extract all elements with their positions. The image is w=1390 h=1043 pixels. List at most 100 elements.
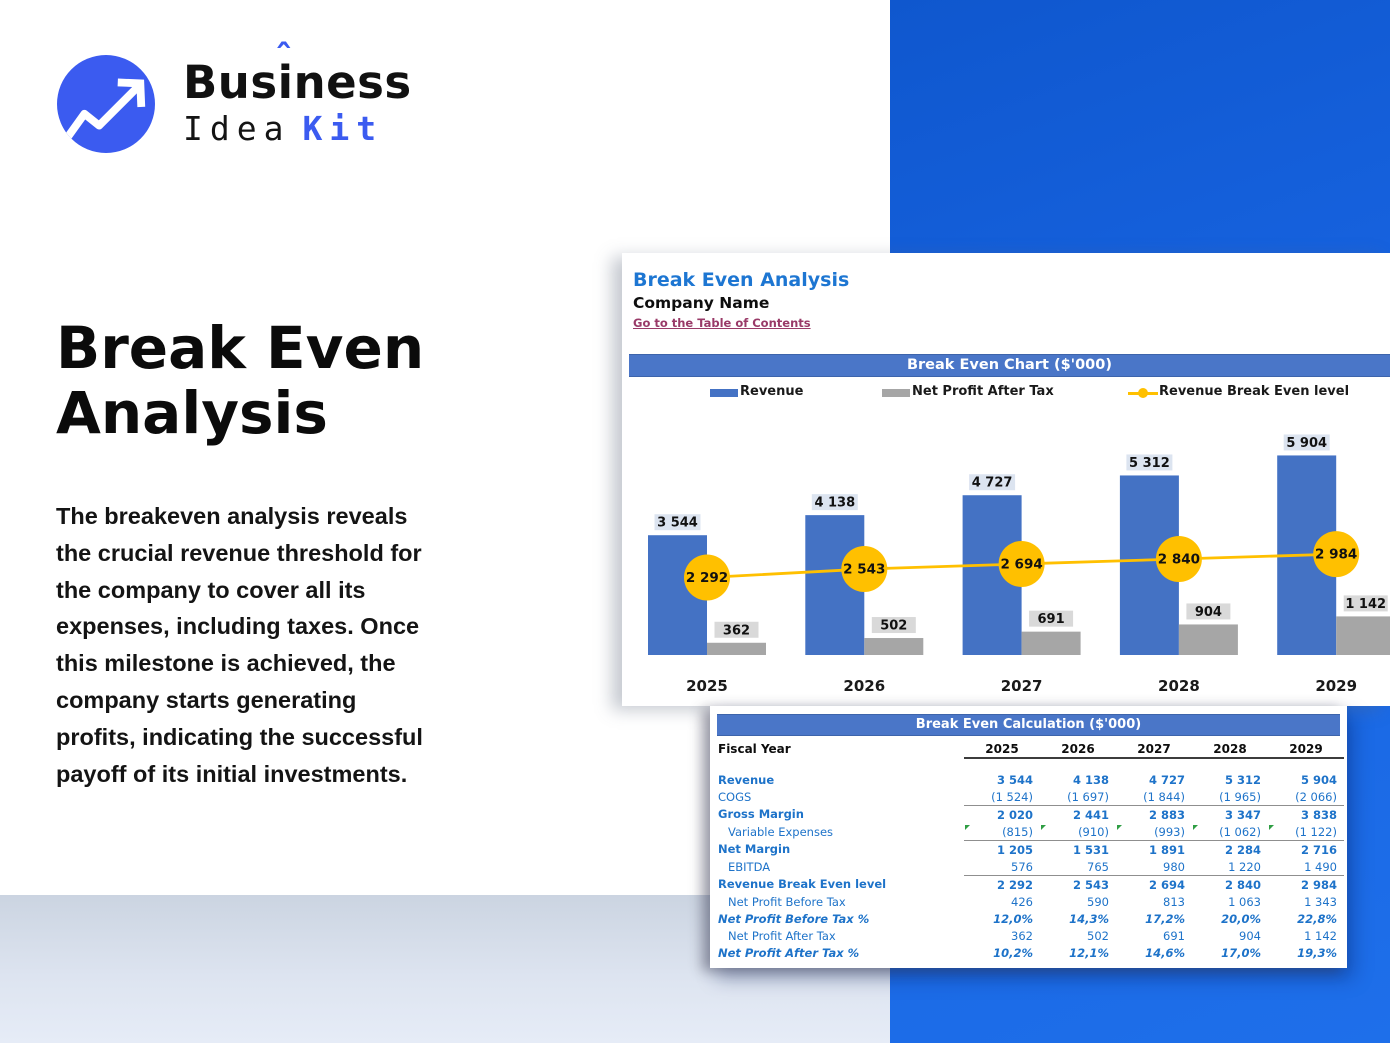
cell-value: 14,6% [1145, 945, 1185, 960]
cell-value: 2 883 [1148, 807, 1185, 822]
breakeven-point [1313, 531, 1360, 578]
cell-value: 22,8% [1297, 911, 1337, 926]
error-flag-icon [1193, 825, 1198, 830]
brand-logo: Bus ˆ iness Idea Kit [57, 39, 412, 153]
cell-value: 2 292 [996, 877, 1033, 892]
net-profit-bar [1336, 616, 1390, 655]
revenue-value-label: 4 138 [814, 496, 855, 511]
cell-value: (2 066) [1268, 788, 1344, 806]
legend-net-profit-swatch [882, 389, 910, 397]
table-row: Net Profit After Tax 362 502 691 904 1 142 [716, 927, 1344, 944]
cell-value: 5 312 [1224, 772, 1261, 787]
chart-legend: Revenue Net Profit After Tax Revenue Bre… [622, 383, 1390, 401]
row-label: COGS [718, 789, 752, 804]
sheet-title: Break Even Analysis [633, 269, 850, 291]
table-row: Net Profit After Tax % 10,2% 12,1% 14,6% 17,… [716, 944, 1344, 961]
year-label: 2028 [1158, 677, 1200, 695]
cell-value: 17,2% [1145, 911, 1185, 926]
legend-revenue-label: Revenue [740, 384, 804, 399]
cell-value: 765 [1040, 858, 1116, 876]
year-column-header: 2027 [1116, 740, 1192, 759]
legend-breakeven-label: Revenue Break Even level [1159, 384, 1350, 399]
legend-revenue-swatch [710, 389, 738, 397]
revenue-value-box [811, 494, 858, 511]
revenue-value-label: 5 904 [1286, 436, 1327, 451]
net-profit-bar [1178, 624, 1238, 655]
error-flag-icon [1269, 825, 1274, 830]
net-profit-value-label: 502 [880, 619, 907, 634]
cell-value: 2 543 [1072, 877, 1109, 892]
breakeven-point-label: 2 543 [843, 562, 885, 578]
cell-value: 5 904 [1300, 772, 1337, 787]
cell-value: 3 544 [996, 772, 1033, 787]
cell-value: 1 205 [996, 842, 1033, 857]
cell-value: (1 844) [1116, 788, 1192, 806]
year-column-header: 2025 [964, 740, 1040, 759]
cell-value: (1 965) [1192, 788, 1268, 806]
cell-value: 1 343 [1304, 894, 1337, 909]
row-label: Net Profit Before Tax % [718, 911, 870, 926]
year-label: 2027 [1001, 677, 1043, 695]
row-label: Net Profit After Tax [728, 928, 836, 943]
calc-title-banner: Break Even Calculation ($'000) [717, 714, 1340, 736]
cell-value: 904 [1239, 928, 1261, 943]
row-label: Net Margin [718, 842, 791, 857]
row-label: Revenue [718, 772, 775, 787]
company-name: Company Name [633, 294, 770, 312]
cell-value: 426 [1011, 894, 1033, 909]
revenue-value-label: 4 727 [972, 476, 1013, 491]
net-profit-value-label: 1 142 [1345, 597, 1386, 612]
net-profit-value-box [1186, 603, 1231, 620]
cell-value: (910) [1040, 823, 1116, 841]
break-even-chart: 3 544 362 2 292 2025 4 138 502 2 543 2026 4 727 6… [648, 434, 1390, 695]
breakeven-point [998, 540, 1045, 587]
year-column-header: 2028 [1192, 740, 1268, 759]
net-profit-bar [1021, 631, 1081, 655]
year-label: 2025 [686, 677, 728, 695]
page-description: The breakeven analysis reveals the cruci… [56, 503, 423, 787]
net-profit-value-label: 362 [723, 623, 750, 638]
cell-value: 1 891 [1148, 842, 1185, 857]
net-profit-value-box [1029, 610, 1074, 627]
cell-value: 2 694 [1148, 877, 1185, 892]
breakeven-point [1155, 536, 1202, 583]
trend-arrow-icon [57, 55, 155, 153]
brand-wordmark: Bus ˆ iness Idea Kit [183, 39, 412, 147]
year-label: 2029 [1315, 677, 1357, 695]
row-label: Revenue Break Even level [718, 877, 887, 892]
cell-value: 980 [1116, 858, 1192, 876]
revenue-value-box [1283, 434, 1330, 451]
breakeven-point [841, 546, 888, 593]
cell-value: 2 716 [1300, 842, 1337, 857]
cell-value: 1 063 [1228, 894, 1261, 909]
table-row: COGS (1 524) (1 697) (1 844) (1 965) (2 066) [716, 788, 1344, 806]
net-profit-value-box [871, 617, 916, 634]
breakeven-point-label: 2 292 [686, 570, 728, 586]
revenue-value-label: 5 312 [1129, 456, 1170, 471]
cell-value: 362 [1011, 928, 1033, 943]
cell-value: 576 [964, 858, 1040, 876]
table-row: Revenue Break Even level 2 292 2 543 2 694 2… [716, 876, 1344, 894]
cell-value: 2 441 [1072, 807, 1109, 822]
calculation-card: Break Even Calculation ($'000) Fiscal Ye… [710, 706, 1347, 968]
spreadsheet-chart-panel: Break Even Analysis Company Name Go to t… [622, 253, 1390, 706]
row-label: Gross Margin [718, 807, 804, 822]
brand-accent-mark: ˆ [274, 37, 294, 79]
net-profit-value-box [1343, 595, 1388, 612]
calc-table: Fiscal Year 2025 2026 2027 2028 2029 Revenue… [716, 740, 1344, 961]
year-label: 2026 [843, 677, 885, 695]
table-of-contents-link[interactable]: Go to the Table of Contents [633, 316, 811, 330]
row-label: EBITDA [728, 859, 771, 874]
chart-title-banner: Break Even Chart ($'000) [629, 354, 1390, 377]
breakeven-point-label: 2 984 [1315, 547, 1357, 563]
table-row: Revenue 3 544 4 138 4 727 5 312 5 904 [716, 771, 1344, 788]
legend-net-profit-label: Net Profit After Tax [912, 384, 1054, 399]
cell-value: 4 727 [1148, 772, 1185, 787]
cell-value: 2 020 [996, 807, 1033, 822]
row-label: Variable Expenses [728, 824, 834, 839]
table-row: Net Profit Before Tax 426 590 813 1 063 1 343 [716, 893, 1344, 910]
table-row: Gross Margin 2 020 2 441 2 883 3 347 3 838 [716, 806, 1344, 824]
cell-value: 1 142 [1304, 928, 1337, 943]
row-label: Net Profit After Tax % [718, 945, 860, 960]
